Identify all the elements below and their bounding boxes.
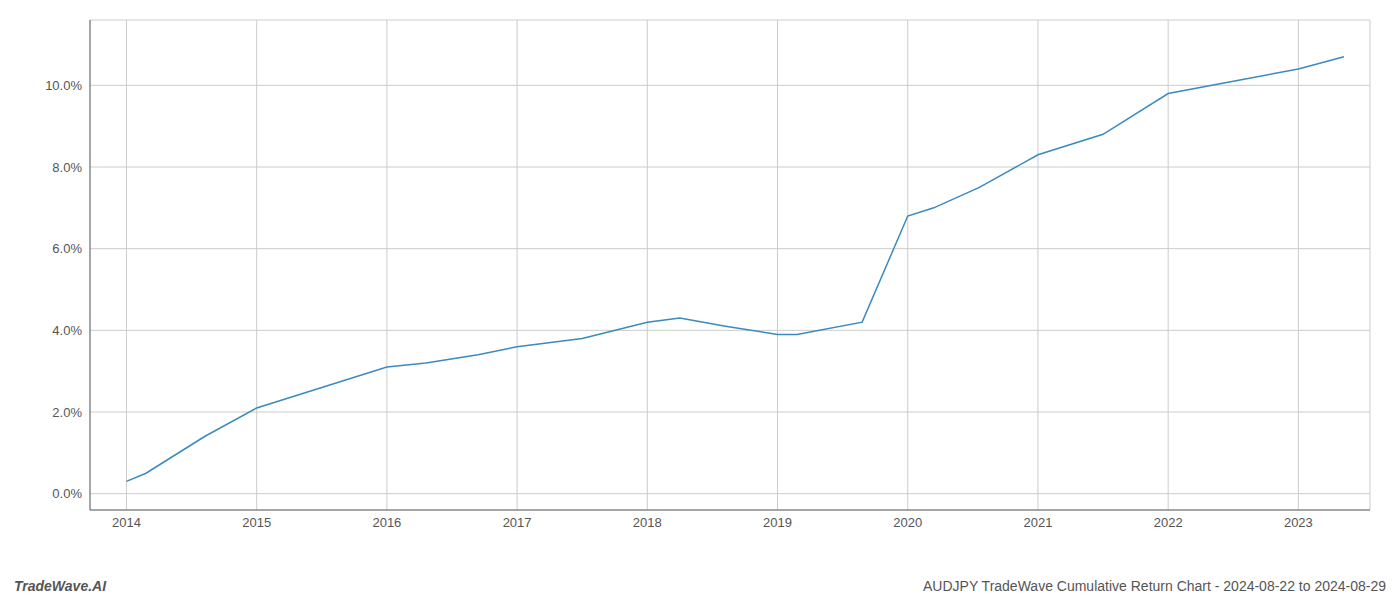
svg-text:2021: 2021 <box>1023 515 1052 530</box>
svg-text:2017: 2017 <box>503 515 532 530</box>
svg-text:2023: 2023 <box>1284 515 1313 530</box>
svg-text:6.0%: 6.0% <box>52 241 82 256</box>
svg-text:2022: 2022 <box>1154 515 1183 530</box>
svg-text:10.0%: 10.0% <box>45 78 82 93</box>
svg-text:4.0%: 4.0% <box>52 323 82 338</box>
svg-text:2014: 2014 <box>112 515 141 530</box>
html-text:AUDJPY TradeWave Cumulative Re: AUDJPY TradeWave Cumulative Return Chart… <box>923 578 1386 594</box>
svg-text:2016: 2016 <box>372 515 401 530</box>
svg-text:2018: 2018 <box>633 515 662 530</box>
svg-text:8.0%: 8.0% <box>52 160 82 175</box>
svg-text:2019: 2019 <box>763 515 792 530</box>
svg-text:0.0%: 0.0% <box>52 486 82 501</box>
svg-text:2.0%: 2.0% <box>52 405 82 420</box>
svg-text:2020: 2020 <box>893 515 922 530</box>
svg-text:2015: 2015 <box>242 515 271 530</box>
html-text:TradeWave.AI: TradeWave.AI <box>14 578 107 594</box>
